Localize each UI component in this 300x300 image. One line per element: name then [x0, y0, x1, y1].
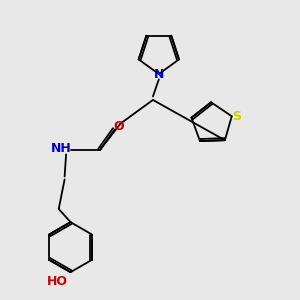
Text: HO: HO	[47, 274, 68, 287]
Text: O: O	[113, 120, 124, 133]
Text: NH: NH	[51, 142, 72, 155]
Text: N: N	[154, 68, 164, 80]
Text: S: S	[232, 110, 242, 123]
